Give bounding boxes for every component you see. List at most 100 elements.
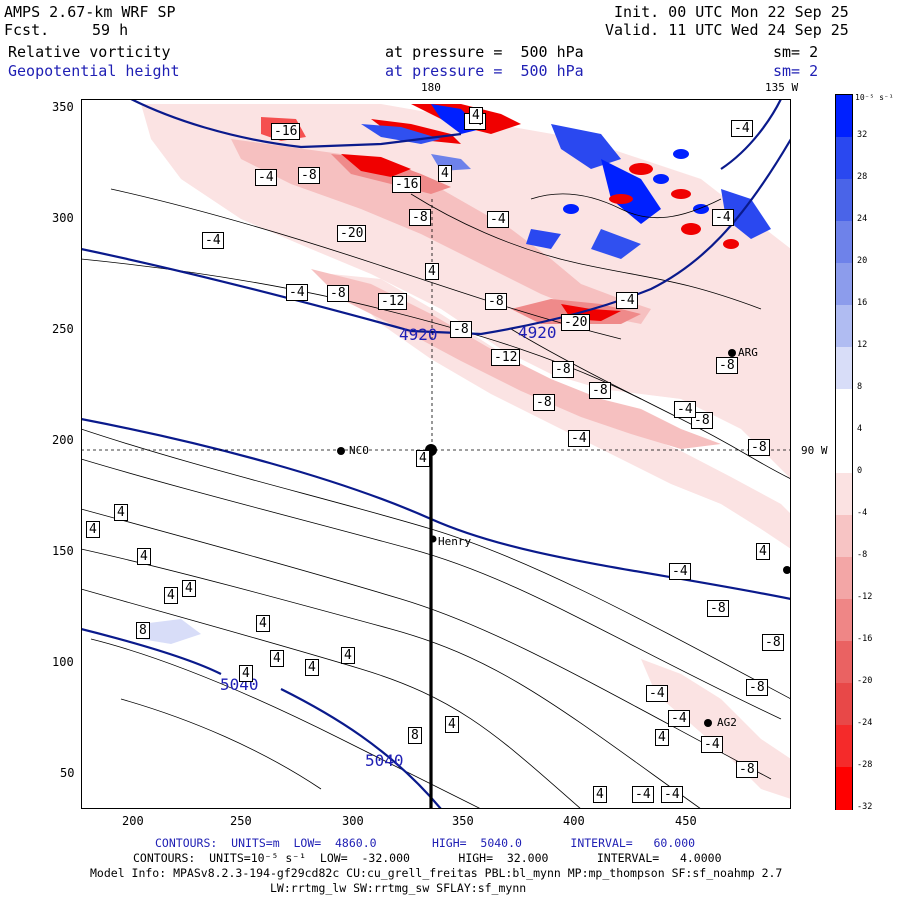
vorticity-contour-label: -8: [533, 394, 555, 411]
init-time: Init. 00 UTC Mon 22 Sep 25: [614, 3, 849, 21]
vorticity-contour-label: 4: [655, 729, 669, 746]
field-height: Geopotential height: [8, 62, 180, 80]
colorbar-tick-label: 12: [857, 340, 868, 350]
level-vorticity: at pressure = 500 hPa: [385, 43, 584, 61]
vorticity-contour-label: -4: [674, 401, 696, 418]
colorbar-tick-label: 16: [857, 298, 868, 308]
y-tick-label: 200: [52, 433, 74, 447]
vorticity-contour-label: 8: [136, 622, 150, 639]
vorticity-contour-label: -8: [485, 293, 507, 310]
vorticity-contour-label: -8: [716, 357, 738, 374]
vorticity-map: [81, 99, 791, 809]
vorticity-contour-label: -20: [337, 225, 367, 242]
y-tick-label: 50: [60, 766, 75, 780]
vorticity-contour-label: -8: [707, 600, 729, 617]
colorbar-tick-label: -28: [857, 760, 873, 770]
vorticity-contour-label: 4: [445, 716, 459, 733]
vorticity-contour-label: 4: [239, 665, 253, 682]
station-label-henry: Henry: [438, 535, 472, 548]
level-height: at pressure = 500 hPa: [385, 62, 584, 80]
y-tick-label: 250: [52, 322, 74, 336]
lon-90w-label: 90 W: [801, 444, 828, 457]
vorticity-contour-label: -4: [568, 430, 590, 447]
vorticity-contour-label: 4: [756, 543, 770, 560]
footer-model-info: Model Info: MPASv8.2.3-194-gf29cd82c CU:…: [90, 866, 783, 880]
colorbar-tick-label: -32: [857, 802, 873, 812]
model-title: AMPS 2.67-km WRF SP: [4, 3, 176, 21]
vorticity-contour-label: 4: [164, 587, 178, 604]
colorbar-swatch: [836, 641, 852, 684]
vorticity-contour-label: -4: [731, 120, 753, 137]
x-tick-label: 300: [342, 814, 364, 828]
footer-radiation-info: LW:rrtmg_lw SW:rrtmg_sw SFLAY:sf_mynn: [270, 881, 527, 895]
vorticity-contour-label: -4: [255, 169, 277, 186]
vorticity-contour-label: -8: [691, 412, 713, 429]
x-tick-label: 400: [563, 814, 585, 828]
colorbar-swatch: [836, 95, 852, 138]
colorbar-swatch: [836, 179, 852, 222]
colorbar-tick-label: -12: [857, 592, 873, 602]
vorticity-contour-label: -20: [561, 314, 591, 331]
smoothing-height: sm= 2: [773, 62, 819, 80]
vorticity-contour-label: -8: [589, 382, 611, 399]
colorbar-swatch: [836, 305, 852, 348]
station-label-arg: ARG: [738, 346, 758, 359]
colorbar-swatch: [836, 599, 852, 642]
field-vorticity: Relative vorticity: [8, 43, 171, 61]
smoothing-vorticity: sm= 2: [773, 43, 819, 61]
vorticity-contour-label: -8: [409, 209, 431, 226]
colorbar-tick-label: 28: [857, 172, 868, 182]
colorbar-swatch: [836, 683, 852, 726]
colorbar-tick-label: -20: [857, 676, 873, 686]
vorticity-contour-label: -8: [748, 439, 770, 456]
vorticity-contour-label: 4: [593, 786, 607, 803]
vorticity-contour-label: -8: [762, 634, 784, 651]
vorticity-contour-label: 4: [270, 650, 284, 667]
vorticity-contour-label: -8: [298, 167, 320, 184]
height-label: 5040: [365, 751, 404, 770]
colorbar-swatch: [836, 347, 852, 390]
x-tick-label: 200: [122, 814, 144, 828]
vorticity-contour-label: -12: [491, 349, 521, 366]
colorbar-tick-label: -4: [857, 508, 868, 518]
colorbar-swatch: [836, 389, 852, 432]
valid-time: Valid. 11 UTC Wed 24 Sep 25: [605, 21, 849, 39]
vorticity-contour-label: 4: [86, 521, 100, 538]
colorbar-tick-label: 20: [857, 256, 868, 266]
colorbar-swatch: [836, 767, 852, 810]
vorticity-contour-label: 4: [425, 263, 439, 280]
y-tick-label: 100: [52, 655, 74, 669]
station-label-ag2: AG2: [717, 716, 737, 729]
colorbar-swatch: [836, 221, 852, 264]
vorticity-contour-label: -4: [712, 209, 734, 226]
forecast-label: Fcst.: [4, 21, 50, 39]
y-tick-label: 300: [52, 211, 74, 225]
colorbar-tick-label: 4: [857, 424, 863, 434]
vorticity-contour-label: -4: [632, 786, 654, 803]
vorticity-contour-label: -8: [736, 761, 758, 778]
colorbar-unit: 10⁻⁵ s⁻¹: [855, 93, 894, 102]
vorticity-contour-label: -4: [646, 685, 668, 702]
colorbar-swatch: [836, 431, 852, 474]
vorticity-contour-label: -4: [202, 232, 224, 249]
colorbar-swatch: [836, 137, 852, 180]
vorticity-contour-label: 4: [137, 548, 151, 565]
colorbar-tick-label: 32: [857, 130, 868, 140]
vorticity-contour-label: -12: [378, 293, 408, 310]
vorticity-contour-label: 8: [408, 727, 422, 744]
vorticity-contour-label: -8: [552, 361, 574, 378]
x-tick-label: 350: [452, 814, 474, 828]
colorbar-swatch: [836, 473, 852, 516]
vorticity-contour-label: -8: [327, 285, 349, 302]
map-plot: NCO Henry AG2 ARG 4920 4920 5040 5040 -1…: [81, 99, 791, 809]
vorticity-contour-label: -4: [701, 736, 723, 753]
colorbar: [835, 94, 853, 810]
vorticity-contour-label: -8: [746, 679, 768, 696]
colorbar-tick-label: -24: [857, 718, 873, 728]
colorbar-tick-label: -16: [857, 634, 873, 644]
vorticity-contour-label: 4: [438, 165, 452, 182]
colorbar-tick-label: 8: [857, 382, 863, 392]
vorticity-contour-label: -16: [271, 123, 301, 140]
colorbar-swatch: [836, 557, 852, 600]
lon-135w-label: 135 W: [765, 81, 799, 94]
